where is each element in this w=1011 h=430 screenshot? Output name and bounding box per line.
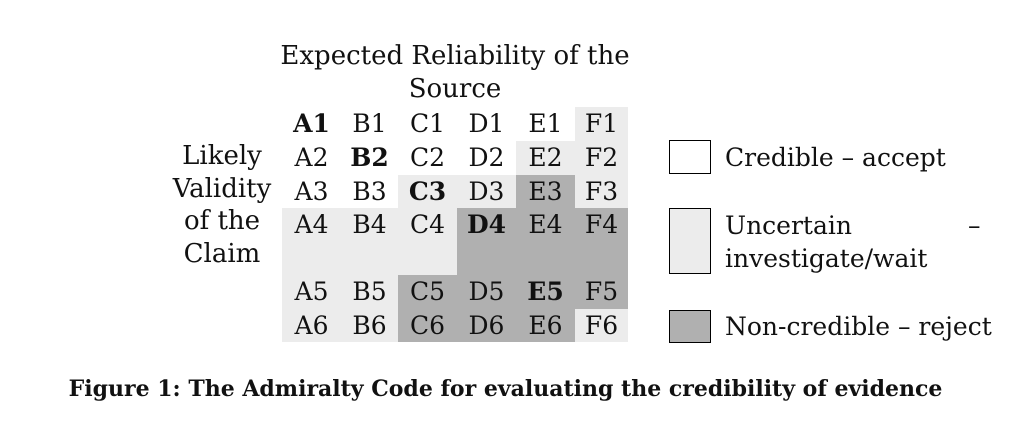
grid-cell-c1: C1 (398, 107, 457, 141)
grid-cell-a4: A4 (282, 208, 341, 242)
grid-cell-c4: C4 (398, 208, 457, 242)
grid-cell-d1: D1 (457, 107, 516, 141)
legend-label-uncertain-line-1: Uncertain (725, 211, 852, 240)
row-axis-label-line-4: Claim (183, 238, 261, 269)
grid-cell-b1: B1 (341, 107, 398, 141)
diagram-title-line-2: Source (408, 74, 502, 104)
grid-cell-f5: F5 (575, 275, 628, 309)
grid-cell-c6: C6 (398, 309, 457, 342)
grid-cell-blank (341, 242, 398, 275)
legend-swatch-noncredible (669, 310, 711, 343)
grid-cell-a3: A3 (282, 175, 341, 208)
legend-label-uncertain-line-2: investigate/wait (725, 244, 928, 273)
grid-cell-f3: F3 (575, 175, 628, 208)
grid-cell-blank (575, 242, 628, 275)
row-axis-label-line-2: Validity (172, 173, 272, 204)
grid-cell-e6: E6 (516, 309, 575, 342)
legend-label-credible-line-1: Credible – accept (725, 143, 946, 172)
grid-cell-a1: A1 (282, 107, 341, 141)
diagram-title: Expected Reliability of the Source (280, 40, 630, 106)
row-axis-label: Likely Validity of the Claim (166, 140, 278, 270)
row-axis-label-line-1: Likely (182, 141, 262, 171)
grid-cell-b5: B5 (341, 275, 398, 309)
grid-cell-b2: B2 (341, 141, 398, 175)
grid-cell-d6: D6 (457, 309, 516, 342)
grid-cell-f4: F4 (575, 208, 628, 242)
grid-cell-c2: C2 (398, 141, 457, 175)
grid-cell-d4: D4 (457, 208, 516, 242)
grid-cell-c3: C3 (398, 175, 457, 208)
grid-cell-a5: A5 (282, 275, 341, 309)
grid-cell-blank (457, 242, 516, 275)
grid-cell-c5: C5 (398, 275, 457, 309)
grid-cell-blank (516, 242, 575, 275)
grid-cell-e4: E4 (516, 208, 575, 242)
grid-cell-e5: E5 (516, 275, 575, 309)
grid-cell-d3: D3 (457, 175, 516, 208)
grid-cell-d5: D5 (457, 275, 516, 309)
figure-caption: Figure 1: The Admiralty Code for evaluat… (68, 376, 943, 402)
grid-cell-d2: D2 (457, 141, 516, 175)
row-axis-label-line-3: of the (183, 206, 261, 236)
grid-cell-e3: E3 (516, 175, 575, 208)
grid-cell-a2: A2 (282, 141, 341, 175)
grid-cell-a6: A6 (282, 309, 341, 342)
grid-cell-e1: E1 (516, 107, 575, 141)
grid-cell-blank (398, 242, 457, 275)
grid-cell-f2: F2 (575, 141, 628, 175)
grid-cell-f1: F1 (575, 107, 628, 141)
grid-cell-b6: B6 (341, 309, 398, 342)
grid-cell-f6: F6 (575, 309, 628, 342)
legend-swatch-credible (669, 140, 711, 174)
grid-cell-b4: B4 (341, 208, 398, 242)
legend-label-noncredible-line-1: Non-credible – reject (725, 312, 992, 341)
diagram-title-line-1: Expected Reliability of the (280, 41, 630, 71)
legend-label-uncertain-dash: – (968, 211, 981, 240)
grid-cell-e2: E2 (516, 141, 575, 175)
grid-cell-blank (282, 242, 341, 275)
legend-swatch-uncertain (669, 208, 711, 274)
grid-cell-b3: B3 (341, 175, 398, 208)
